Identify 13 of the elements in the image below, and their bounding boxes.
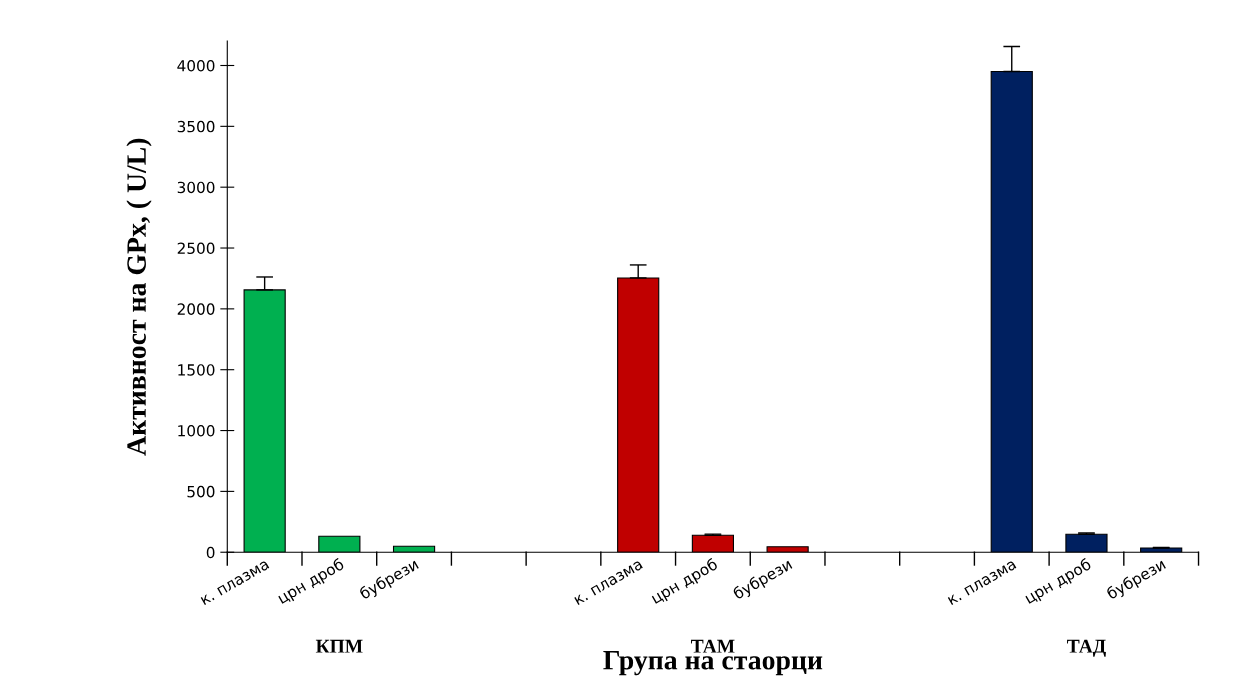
- text: ТАМ: [691, 639, 735, 653]
- y-tick-label: 1000: [178, 425, 215, 437]
- y-tick-label: 0: [206, 546, 215, 559]
- text: ТАД: [1067, 639, 1106, 657]
- y-tick-label: 2000: [177, 303, 215, 315]
- text: КПМ: [315, 639, 363, 653]
- y-tick-label: 500: [187, 485, 215, 498]
- y-tick-label: 4000: [177, 59, 215, 72]
- y-tick-label: 3500: [177, 120, 215, 133]
- y-tick-label: 3000: [177, 181, 215, 194]
- y-tick-label: 1500: [178, 364, 215, 376]
- y-tick-label: 2500: [177, 242, 215, 255]
- y-axis-title: Активност на GPx, ( U/L): [126, 138, 152, 456]
